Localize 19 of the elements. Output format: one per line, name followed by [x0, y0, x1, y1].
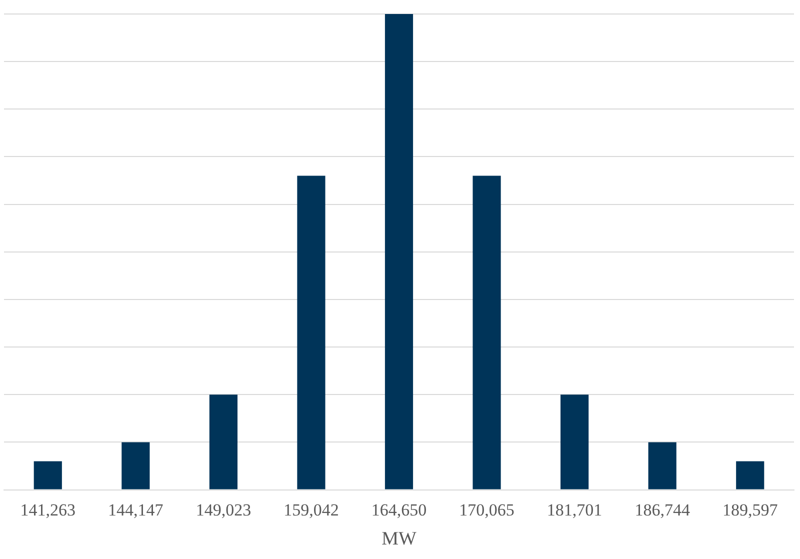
- bar: [560, 394, 589, 490]
- x-tick-label: 186,744: [634, 500, 690, 520]
- x-tick-label: 164,650: [371, 500, 427, 520]
- x-tick-label: 159,042: [284, 500, 339, 520]
- x-tick-label: 141,263: [20, 500, 76, 520]
- x-tick-label: 144,147: [108, 500, 164, 520]
- bar: [34, 461, 62, 490]
- x-tick-label: 149,023: [196, 500, 252, 520]
- x-tick-label: 170,065: [459, 500, 514, 520]
- bar: [736, 461, 764, 490]
- bar: [122, 442, 150, 490]
- x-tick-label: 189,597: [722, 500, 778, 520]
- x-axis-title: MW: [382, 528, 416, 550]
- x-tick-label: 181,701: [546, 500, 602, 520]
- bar: [297, 176, 326, 490]
- bar: [209, 394, 238, 490]
- bar: [648, 442, 676, 490]
- bar: [472, 176, 501, 490]
- bar: [384, 14, 414, 490]
